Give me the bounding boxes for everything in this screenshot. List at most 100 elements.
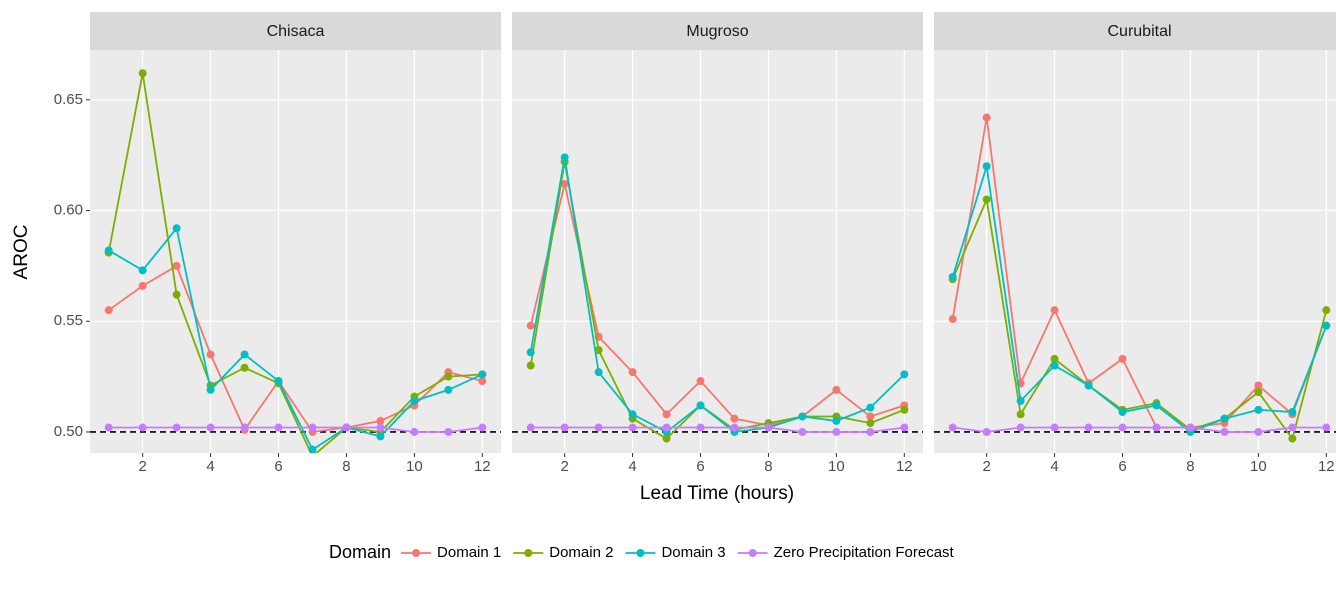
point	[444, 385, 453, 394]
x-tick-label: 10	[406, 458, 423, 475]
point	[1118, 408, 1127, 417]
point	[900, 370, 909, 379]
point	[1254, 427, 1263, 436]
panel-title: Curubital	[1107, 23, 1171, 40]
x-tick-label: 6	[1118, 458, 1126, 475]
series-line	[108, 226, 483, 451]
point	[1152, 423, 1161, 432]
strip	[512, 12, 923, 50]
y-tick-label: 0.55	[54, 312, 83, 329]
x-tick-label: 6	[696, 458, 704, 475]
point	[594, 423, 603, 432]
x-tick-label: 4	[206, 458, 214, 475]
point	[662, 410, 671, 419]
point	[240, 423, 249, 432]
strip	[90, 12, 501, 50]
point	[478, 423, 487, 432]
legend-label: Zero Precipitation Forecast	[774, 544, 955, 561]
y-axis-title: AROC	[11, 225, 32, 280]
point	[240, 363, 249, 372]
point	[560, 153, 569, 162]
point	[172, 423, 181, 432]
point	[240, 350, 249, 359]
point	[662, 423, 671, 432]
point	[1016, 410, 1025, 419]
x-tick-label: 12	[474, 458, 491, 475]
legend-title: Domain	[329, 542, 391, 562]
series-line	[529, 157, 905, 434]
point	[982, 113, 991, 122]
point	[308, 423, 317, 432]
point	[696, 423, 705, 432]
x-tick-label: 4	[1050, 458, 1058, 475]
point	[526, 348, 535, 357]
point	[1050, 306, 1059, 315]
point	[1220, 414, 1229, 423]
point	[594, 346, 603, 355]
y-tick-label: 0.50	[54, 423, 83, 440]
series-line	[951, 196, 1328, 441]
point	[310, 452, 315, 453]
point	[982, 427, 991, 436]
point	[478, 370, 487, 379]
point	[900, 405, 909, 414]
x-tick-label: 12	[896, 458, 913, 475]
point	[410, 427, 419, 436]
point	[172, 290, 181, 299]
point	[138, 423, 147, 432]
point	[1050, 361, 1059, 370]
x-tick-label: 6	[274, 458, 282, 475]
point	[1254, 405, 1263, 414]
point	[172, 261, 181, 270]
point	[948, 423, 957, 432]
point	[628, 410, 637, 419]
point	[1050, 423, 1059, 432]
point	[376, 423, 385, 432]
point	[900, 423, 909, 432]
legend-key-point	[412, 549, 421, 557]
x-tick-label: 10	[1250, 458, 1267, 475]
point	[1322, 321, 1331, 330]
x-axis-title: Lead Time (hours)	[640, 483, 794, 504]
point	[1118, 354, 1127, 363]
point	[104, 423, 113, 432]
point	[1220, 427, 1229, 436]
point	[1084, 381, 1093, 390]
legend-key-point	[636, 549, 645, 557]
point	[1016, 396, 1025, 405]
point	[764, 423, 773, 432]
point	[104, 306, 113, 315]
point	[866, 403, 875, 412]
point	[1254, 381, 1263, 390]
point	[1322, 423, 1331, 432]
point	[1288, 434, 1297, 443]
point	[832, 416, 841, 425]
series-line	[530, 426, 905, 433]
panel-title: Mugroso	[686, 23, 748, 40]
series-line	[952, 426, 1327, 433]
point	[526, 423, 535, 432]
point	[1016, 423, 1025, 432]
point	[444, 427, 453, 436]
panel-background	[512, 50, 923, 453]
point	[1118, 423, 1127, 432]
point	[798, 412, 807, 421]
point	[948, 272, 957, 281]
point	[274, 423, 283, 432]
y-tick-label: 0.60	[54, 202, 83, 219]
point	[730, 414, 739, 423]
point	[1254, 388, 1263, 397]
point	[560, 423, 569, 432]
point	[982, 195, 991, 204]
point	[1050, 354, 1059, 363]
point	[866, 419, 875, 428]
point	[308, 445, 317, 453]
point	[628, 368, 637, 377]
x-tick-label: 2	[138, 458, 146, 475]
panel	[934, 50, 1336, 453]
point	[798, 427, 807, 436]
point	[376, 416, 385, 425]
strip	[934, 12, 1336, 50]
x-tick-label: 8	[764, 458, 772, 475]
